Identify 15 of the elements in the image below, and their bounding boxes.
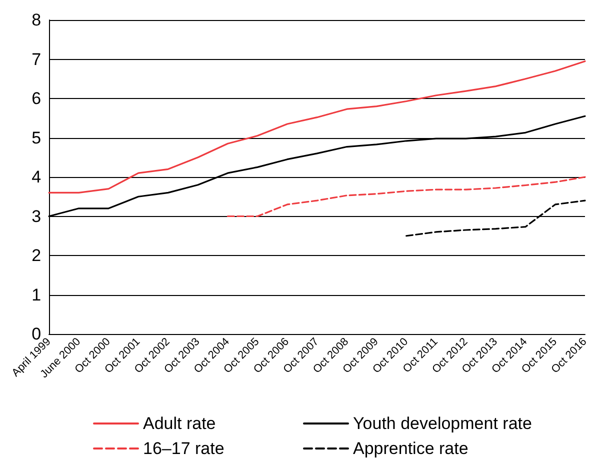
- y-tick-label: 6: [32, 89, 42, 108]
- legend-label: Youth development rate: [353, 414, 532, 433]
- legend-label: Adult rate: [143, 414, 216, 433]
- legend-label: 16–17 rate: [143, 439, 224, 458]
- y-tick-label: 0: [32, 324, 42, 344]
- y-tick-label: 5: [32, 128, 42, 148]
- y-tick-label: 4: [32, 168, 42, 186]
- y-tick-label: 3: [32, 206, 42, 226]
- line-series: [48, 60, 586, 194]
- line-series: [226, 176, 586, 218]
- y-tick-label: 2: [32, 246, 42, 265]
- y-tick-label: 1: [32, 285, 42, 304]
- y-tick-label: 7: [32, 50, 42, 69]
- y-tick-label: 8: [32, 10, 42, 30]
- legend-label: Apprentice rate: [353, 439, 468, 458]
